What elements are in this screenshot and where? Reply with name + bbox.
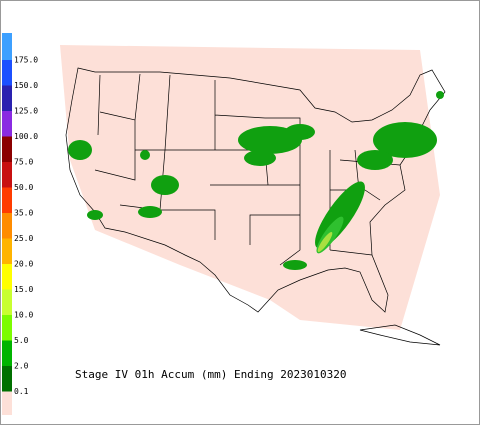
legend-swatch — [2, 33, 12, 60]
legend-label: 175.0 — [14, 56, 38, 65]
rain-area — [68, 140, 92, 160]
legend-swatch — [2, 315, 12, 341]
legend-swatch — [2, 162, 12, 188]
legend-label: 10.0 — [14, 311, 33, 320]
precip-areas — [68, 91, 444, 270]
legend-swatch — [2, 340, 12, 366]
legend-swatch — [2, 238, 12, 264]
legend: 175.0 150.0 125.0 100.0 75.0 50.0 35.0 25.0 20.0… — [2, 33, 38, 415]
legend-label: 100.0 — [14, 132, 38, 141]
legend-label: 50.0 — [14, 183, 33, 192]
map-title: Stage IV 01h Accum (mm) Ending 202301032… — [75, 368, 347, 381]
cuba — [359, 324, 441, 346]
legend-label: 35.0 — [14, 209, 33, 218]
legend-label: 5.0 — [14, 336, 29, 345]
legend-label: 15.0 — [14, 285, 33, 294]
rain-area — [373, 122, 437, 158]
coastline-and-borders — [65, 67, 446, 313]
legend-label: 20.0 — [14, 260, 33, 269]
legend-label: 25.0 — [14, 234, 33, 243]
legend-swatch — [2, 391, 12, 415]
legend-swatch — [2, 187, 12, 213]
legend-swatch — [2, 85, 12, 111]
legend-label: 125.0 — [14, 107, 38, 116]
rain-area — [357, 150, 393, 170]
legend-swatch — [2, 213, 12, 239]
legend-label: 150.0 — [14, 81, 38, 90]
rain-area — [436, 91, 444, 99]
analysis-domain — [60, 45, 440, 330]
legend-swatch — [2, 264, 12, 290]
legend-swatch — [2, 136, 12, 162]
rain-area — [244, 150, 276, 166]
legend-swatch — [2, 60, 12, 86]
legend-swatch — [2, 289, 12, 315]
rain-area — [317, 232, 333, 252]
rain-area — [87, 210, 103, 220]
legend-label: 0.1 — [14, 387, 29, 396]
rain-area — [151, 175, 179, 195]
rain-area — [285, 124, 315, 140]
rain-area — [283, 260, 307, 270]
legend-swatch — [2, 111, 12, 137]
rain-area — [140, 150, 150, 160]
legend-label: 2.0 — [14, 362, 29, 371]
legend-swatch — [2, 366, 12, 392]
rain-area — [138, 206, 162, 218]
legend-label: 75.0 — [14, 158, 33, 167]
